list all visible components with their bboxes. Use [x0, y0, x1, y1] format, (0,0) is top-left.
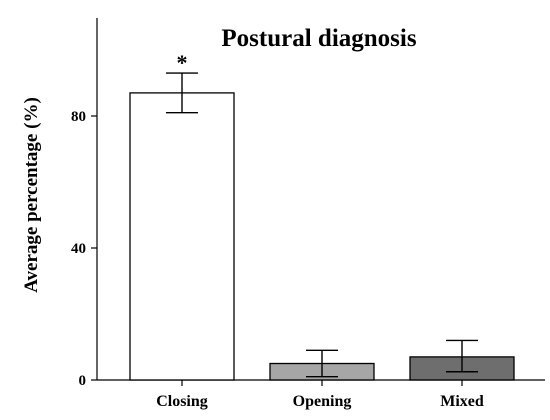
y-axis-label: Average percentage (%) [21, 97, 42, 293]
bar-closing [129, 92, 235, 381]
chart-title: Postural diagnosis [221, 25, 416, 52]
y-tick-label: 0 [79, 373, 87, 389]
x-tick-label-mixed: Mixed [440, 393, 484, 410]
x-tick-label-closing: Closing [156, 393, 208, 410]
x-tick-label-opening: Opening [293, 393, 352, 410]
y-tick-label: 80 [71, 109, 86, 125]
y-tick-label: 40 [71, 241, 86, 257]
y-axis-ticks: 0 40 80 [71, 109, 97, 389]
bars-group: Closing * Opening Mixed [129, 50, 515, 410]
significance-marker: * [177, 50, 188, 75]
